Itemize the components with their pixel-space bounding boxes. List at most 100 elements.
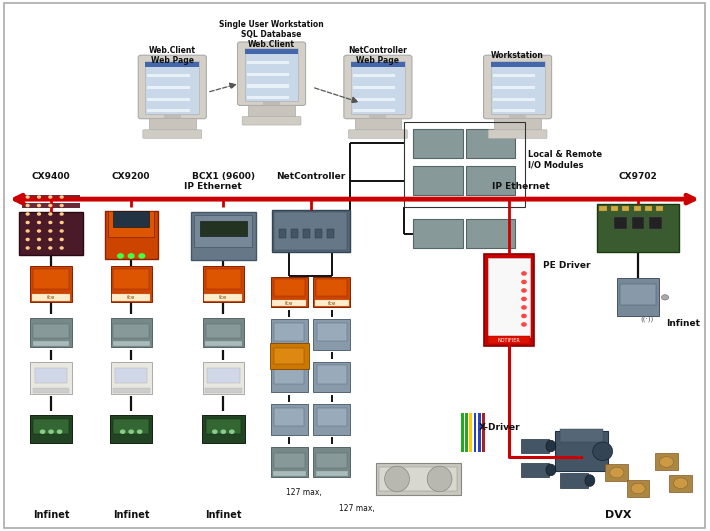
FancyBboxPatch shape bbox=[238, 42, 305, 106]
Bar bbox=[164, 115, 181, 119]
Bar bbox=[482, 413, 485, 452]
Ellipse shape bbox=[631, 483, 645, 494]
Bar bbox=[206, 323, 241, 338]
Bar bbox=[31, 266, 72, 302]
Circle shape bbox=[49, 238, 52, 241]
Text: ((·)): ((·)) bbox=[640, 315, 653, 322]
Text: NetController
Web Page: NetController Web Page bbox=[349, 46, 408, 65]
Bar bbox=[611, 206, 618, 211]
Bar bbox=[271, 319, 307, 350]
Circle shape bbox=[60, 230, 63, 232]
Bar bbox=[353, 98, 395, 101]
Circle shape bbox=[58, 430, 62, 433]
Bar bbox=[203, 362, 244, 394]
Circle shape bbox=[522, 314, 526, 318]
Circle shape bbox=[49, 221, 52, 224]
Ellipse shape bbox=[674, 478, 688, 489]
Text: IP Ethernet: IP Ethernet bbox=[184, 183, 241, 191]
Bar bbox=[203, 318, 244, 347]
Circle shape bbox=[26, 247, 29, 249]
Bar bbox=[627, 480, 650, 497]
Bar bbox=[195, 216, 253, 246]
Bar bbox=[22, 203, 80, 208]
Bar bbox=[430, 168, 436, 192]
Bar bbox=[491, 63, 545, 67]
Bar bbox=[521, 463, 550, 477]
Text: fce: fce bbox=[219, 295, 227, 300]
Bar bbox=[521, 439, 550, 453]
Circle shape bbox=[230, 430, 234, 433]
Bar bbox=[450, 168, 456, 192]
Text: X-Driver: X-Driver bbox=[479, 423, 521, 432]
Bar bbox=[111, 266, 152, 302]
Circle shape bbox=[38, 247, 40, 249]
Bar bbox=[617, 278, 660, 316]
Circle shape bbox=[662, 295, 669, 300]
Bar bbox=[313, 447, 350, 477]
Bar bbox=[413, 129, 463, 158]
Bar bbox=[278, 229, 285, 238]
Circle shape bbox=[522, 323, 526, 326]
Bar bbox=[146, 62, 200, 114]
Bar bbox=[327, 229, 334, 238]
Circle shape bbox=[26, 238, 29, 241]
FancyBboxPatch shape bbox=[488, 130, 547, 139]
Circle shape bbox=[49, 196, 52, 198]
Circle shape bbox=[118, 254, 124, 258]
Bar bbox=[601, 245, 675, 247]
Bar bbox=[650, 217, 662, 229]
Bar bbox=[203, 266, 244, 302]
Bar bbox=[490, 297, 528, 301]
Bar bbox=[247, 96, 289, 99]
Bar bbox=[271, 210, 349, 252]
Bar bbox=[656, 206, 663, 211]
Bar bbox=[148, 109, 190, 113]
Bar bbox=[271, 362, 307, 392]
Bar bbox=[555, 431, 608, 472]
Circle shape bbox=[60, 247, 63, 249]
Bar bbox=[31, 318, 72, 347]
Bar bbox=[206, 269, 241, 289]
Circle shape bbox=[60, 238, 63, 241]
Bar bbox=[271, 404, 307, 435]
Bar bbox=[273, 279, 305, 296]
Ellipse shape bbox=[585, 475, 595, 486]
Bar bbox=[31, 362, 72, 394]
Bar bbox=[645, 206, 652, 211]
Bar bbox=[313, 404, 350, 435]
Circle shape bbox=[522, 280, 526, 284]
Bar bbox=[413, 166, 463, 195]
Bar bbox=[450, 131, 456, 155]
Bar bbox=[351, 62, 405, 114]
Bar bbox=[490, 288, 528, 293]
Bar bbox=[597, 204, 679, 252]
Bar bbox=[316, 279, 347, 296]
Bar bbox=[354, 118, 401, 130]
Text: fce: fce bbox=[327, 301, 336, 306]
Circle shape bbox=[38, 230, 40, 232]
Bar bbox=[484, 254, 534, 347]
Bar bbox=[22, 220, 80, 225]
Text: DVX: DVX bbox=[605, 510, 631, 520]
Circle shape bbox=[60, 204, 63, 207]
Bar bbox=[22, 229, 80, 234]
Circle shape bbox=[49, 247, 52, 249]
Bar bbox=[273, 452, 305, 468]
Bar bbox=[290, 229, 297, 238]
Circle shape bbox=[522, 289, 526, 292]
Bar bbox=[111, 318, 152, 347]
Bar bbox=[32, 294, 70, 301]
Text: NetController: NetController bbox=[276, 172, 345, 181]
Bar bbox=[606, 464, 628, 481]
Ellipse shape bbox=[385, 466, 410, 492]
Bar bbox=[599, 206, 606, 211]
Bar bbox=[560, 429, 603, 442]
FancyBboxPatch shape bbox=[349, 130, 408, 139]
Bar bbox=[440, 168, 446, 192]
Circle shape bbox=[139, 254, 145, 258]
Circle shape bbox=[38, 204, 40, 207]
Bar bbox=[490, 271, 528, 276]
Bar bbox=[271, 277, 307, 307]
FancyBboxPatch shape bbox=[344, 55, 412, 119]
Bar bbox=[22, 195, 80, 200]
